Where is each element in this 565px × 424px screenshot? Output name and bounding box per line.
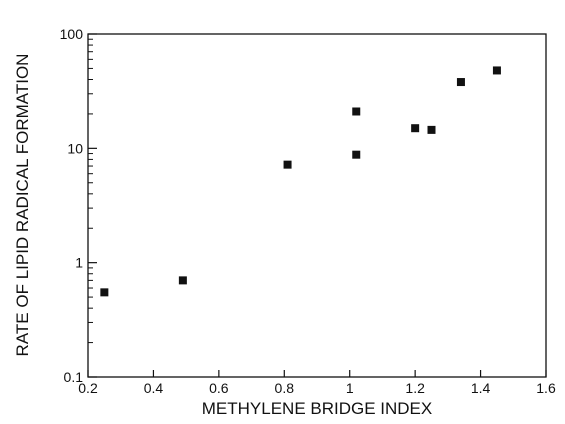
y-tick-label: 10 <box>67 140 83 156</box>
y-axis: 0.1 1 10 100 <box>60 26 97 385</box>
data-point <box>100 288 109 297</box>
y-tick-label: 1 <box>75 255 83 271</box>
x-tick-label: 0.6 <box>209 380 229 396</box>
x-tick-label: 1.2 <box>405 380 425 396</box>
x-tick-label: 0.2 <box>78 380 98 396</box>
x-tick-label: 1.6 <box>536 380 556 396</box>
y-tick-label: 0.1 <box>64 369 84 385</box>
x-axis: 0.2 0.4 0.6 0.8 1 1.2 1.4 1.6 <box>78 370 556 396</box>
x-tick-label: 0.8 <box>275 380 295 396</box>
data-point <box>178 276 187 285</box>
data-point <box>456 78 465 87</box>
y-axis-title: RATE OF LIPID RADICAL FORMATION <box>13 54 32 357</box>
data-point <box>411 124 420 133</box>
data-point <box>352 150 361 159</box>
x-tick-label: 1.4 <box>471 380 491 396</box>
x-tick-label: 1 <box>346 380 354 396</box>
plot-area <box>87 33 547 378</box>
data-point <box>492 66 501 75</box>
data-points <box>100 66 501 297</box>
plot-frame <box>87 33 547 378</box>
data-point <box>283 160 292 169</box>
data-point <box>352 107 361 116</box>
y-tick-label: 100 <box>60 26 84 42</box>
data-point <box>427 125 436 134</box>
x-axis-title: METHYLENE BRIDGE INDEX <box>202 399 433 418</box>
x-tick-label: 0.4 <box>144 380 164 396</box>
